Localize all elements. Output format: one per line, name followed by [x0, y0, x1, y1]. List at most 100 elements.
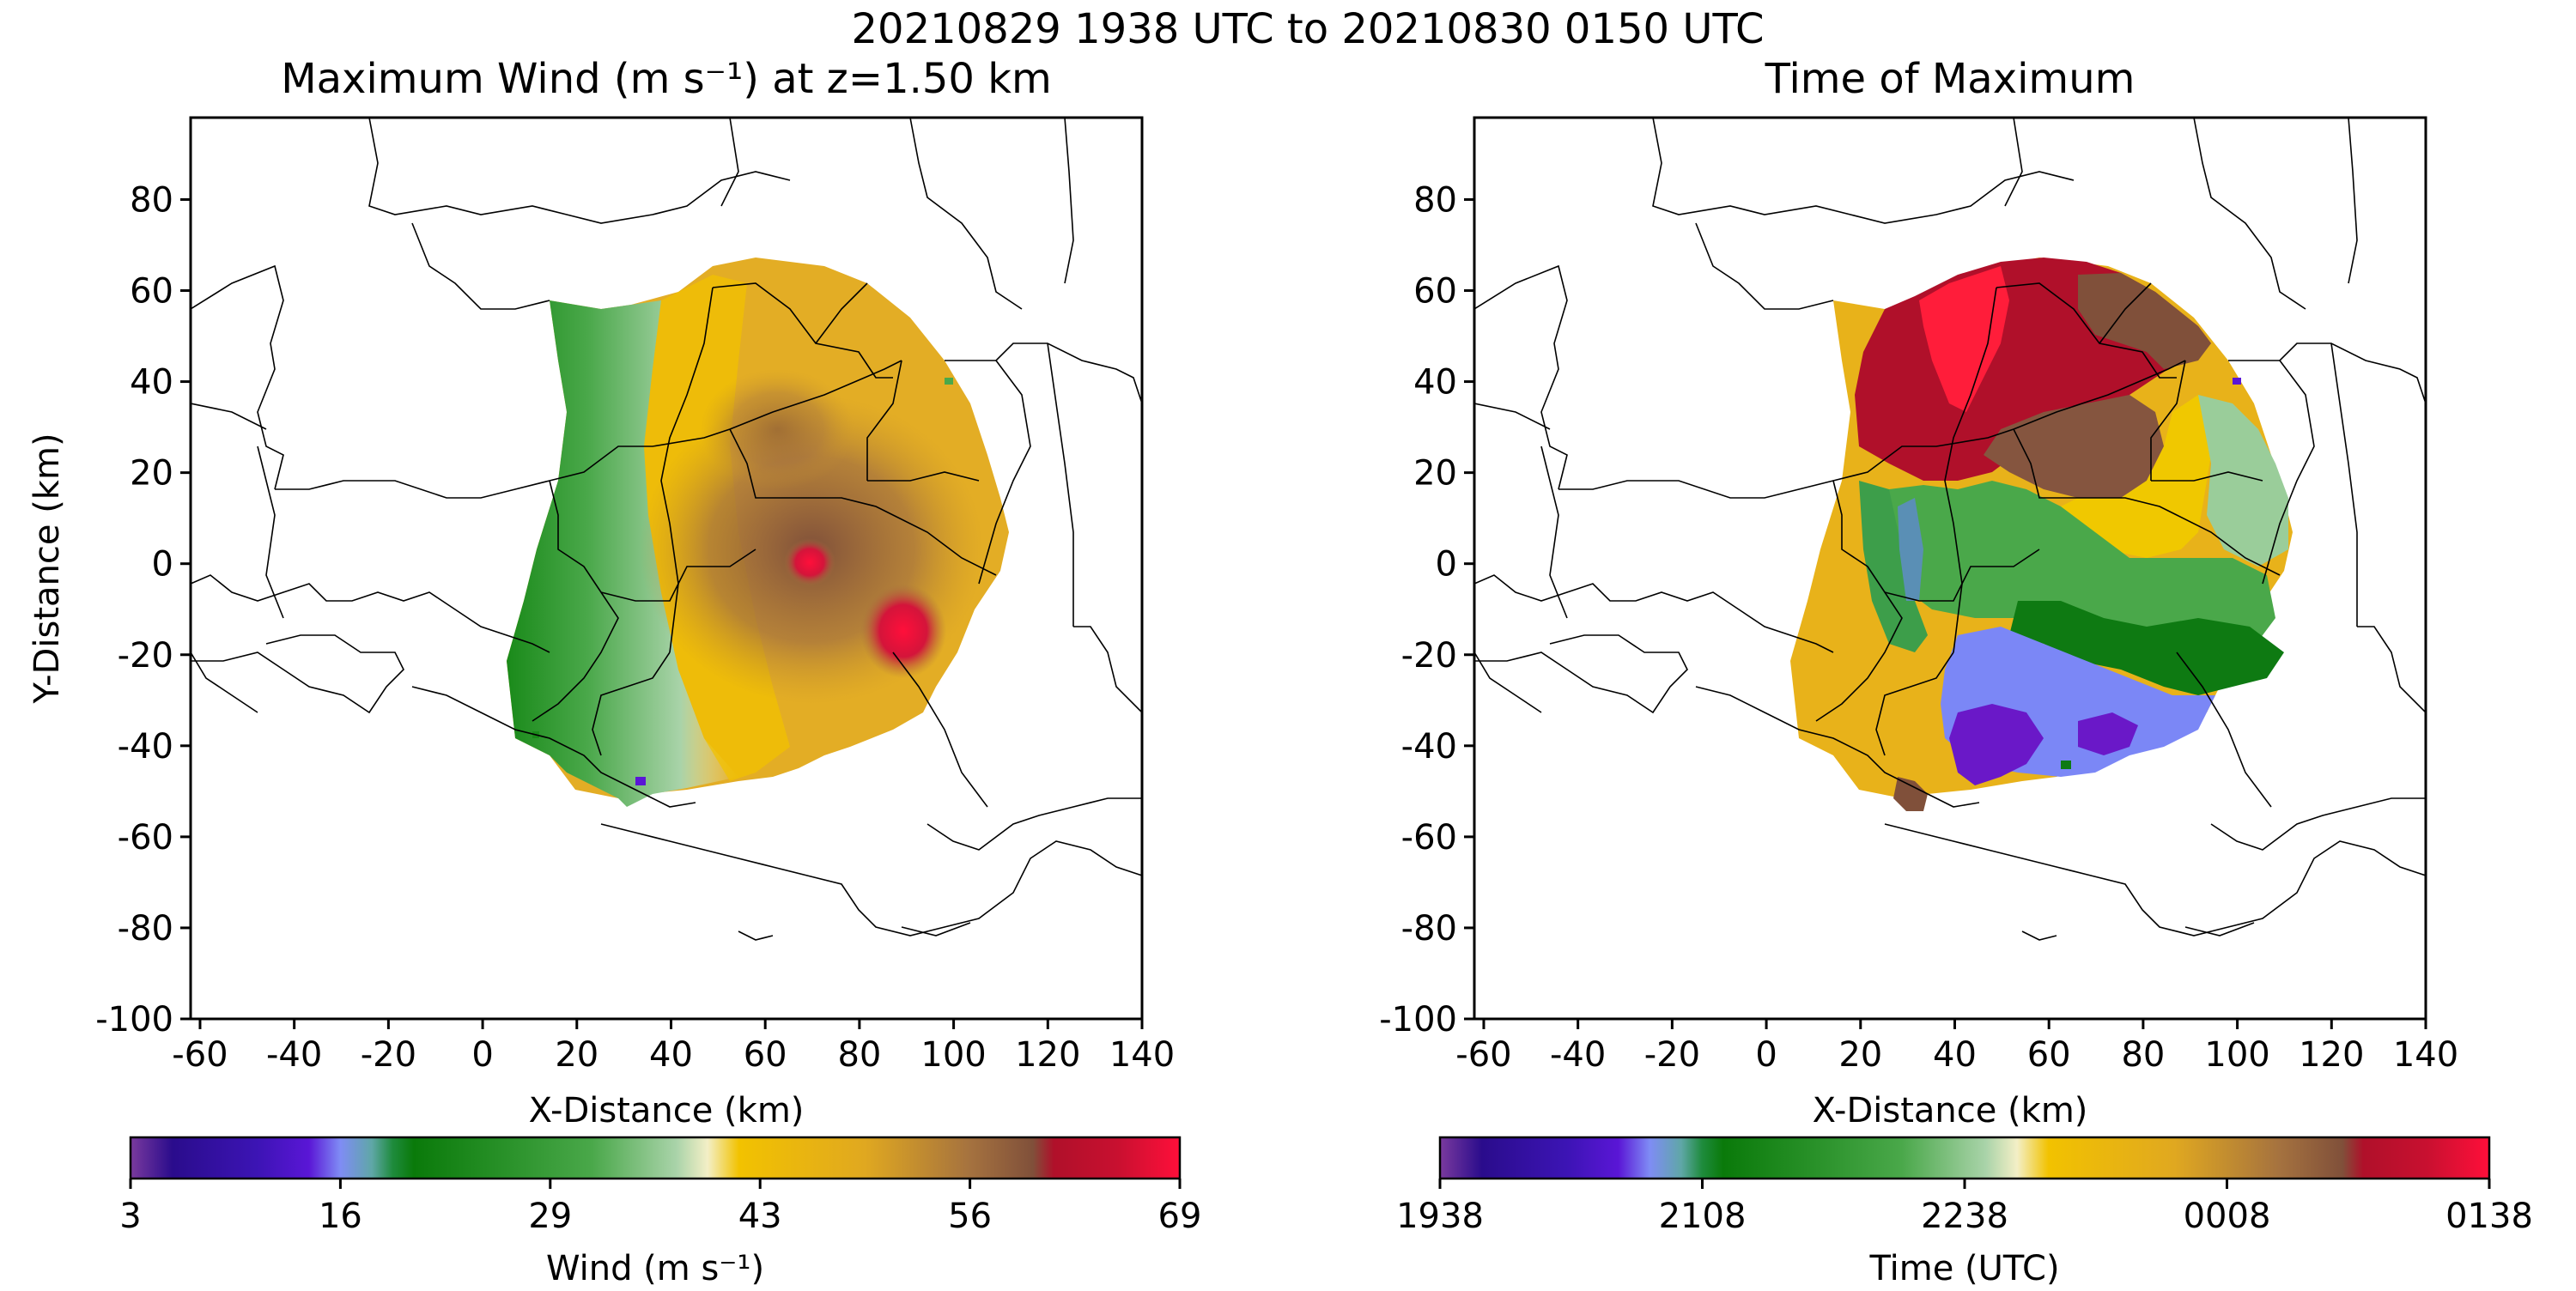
- county-border: [2262, 360, 2315, 585]
- panel1-xlabel: X-Distance (km): [529, 1091, 805, 1130]
- county-border: [1652, 118, 2075, 224]
- county-border: [1474, 264, 1568, 490]
- time-field-north-brown: [2078, 273, 2211, 369]
- coastline: [2021, 930, 2057, 941]
- county-border: [1474, 403, 1551, 430]
- time-field-purple: [2078, 712, 2138, 755]
- y-tick-label: -100: [95, 1000, 173, 1039]
- county-border: [1875, 652, 1954, 756]
- county-border: [368, 118, 791, 224]
- coastline: [1695, 686, 1980, 808]
- county-border: [815, 282, 868, 344]
- x-tick-label: -20: [1644, 1035, 1700, 1075]
- county-border: [2099, 282, 2152, 344]
- county-border: [1064, 118, 1074, 284]
- coastline: [191, 574, 550, 653]
- county-border: [660, 287, 714, 653]
- colorbar-tick-label: 2108: [1659, 1197, 1747, 1236]
- county-border: [867, 471, 980, 482]
- y-tick-label: 40: [130, 363, 173, 403]
- x-tick-label: 80: [2121, 1035, 2165, 1075]
- y-tick-label: -60: [1401, 818, 1457, 858]
- panel1-plot-area: [191, 118, 1142, 1019]
- wind-field-brown-north: [700, 369, 854, 489]
- colorbar-tick-label: 2238: [1921, 1197, 2008, 1236]
- y-tick-label: -80: [118, 909, 173, 949]
- county-border: [275, 428, 731, 499]
- time-field-purple: [1949, 704, 2044, 785]
- colorbar1-ticklabels: 3 16 29 43 56 69: [119, 1197, 1201, 1236]
- county-border: [257, 445, 284, 619]
- y-tick-label: 60: [130, 272, 173, 312]
- coastline: [191, 634, 404, 714]
- x-tick-label: 0: [1755, 1035, 1777, 1075]
- x-tick-label: 120: [2299, 1035, 2364, 1075]
- colorbar-tick-label: 56: [948, 1197, 992, 1236]
- county-border: [2330, 342, 2358, 627]
- y-tick-label: -100: [1379, 1000, 1457, 1039]
- county-border: [866, 360, 902, 481]
- y-tick-label: -20: [1401, 636, 1457, 676]
- county-border: [592, 652, 671, 756]
- county-border: [729, 360, 902, 430]
- county-border: [720, 118, 739, 207]
- time-field-blue-streak: [1898, 498, 1923, 601]
- county-border: [2150, 360, 2186, 481]
- county-border: [1073, 626, 1142, 713]
- x-tick-label: 0: [471, 1035, 493, 1075]
- county-border: [2151, 471, 2263, 482]
- x-tick-label: -60: [172, 1035, 228, 1075]
- wind-field-speck: [635, 777, 646, 785]
- panel1-title: Maximum Wind (m s⁻¹) at z=1.50 km: [281, 55, 1052, 103]
- x-tick-label: 20: [555, 1035, 598, 1075]
- county-border: [909, 118, 1023, 310]
- county-border: [1047, 342, 1074, 627]
- x-tick-label: 60: [744, 1035, 787, 1075]
- colorbar-tick-label: 3: [119, 1197, 141, 1236]
- coastline: [411, 686, 696, 808]
- time-field-dark-green: [2009, 601, 2284, 695]
- y-tick-label: -80: [1401, 909, 1457, 949]
- county-border: [191, 264, 284, 490]
- county-border: [411, 222, 550, 310]
- coastline: [600, 823, 1142, 936]
- panel1-ticks: [180, 197, 1144, 1029]
- coastline: [1474, 574, 1834, 653]
- county-border: [2176, 652, 2272, 808]
- x-tick-label: 20: [1838, 1035, 1882, 1075]
- x-tick-label: 140: [2393, 1035, 2458, 1075]
- y-tick-label: -20: [118, 636, 173, 676]
- y-tick-label: 20: [1413, 454, 1457, 494]
- wind-field-west-green: [507, 300, 738, 807]
- panel-time-of-maximum: Time of Maximum: [1379, 55, 2533, 1288]
- x-tick-label: -20: [361, 1035, 416, 1075]
- coastline: [901, 922, 971, 936]
- county-border: [1815, 480, 1903, 722]
- coastline: [1474, 634, 1688, 714]
- county-border: [945, 342, 1142, 404]
- y-tick-label: 0: [1436, 545, 1457, 585]
- panel1-wind-field: [507, 258, 1009, 807]
- colorbar-tick-label: 0008: [2184, 1197, 2271, 1236]
- time-field-speck: [2061, 761, 2071, 769]
- panel2-xlabel: X-Distance (km): [1813, 1091, 2088, 1130]
- panel2-frame: [1473, 116, 2427, 1021]
- coastline: [1474, 652, 1542, 713]
- coastline: [1884, 823, 2426, 936]
- panel1-xticklabels: -60 -40 -20 0 20 40 60 80 100 120 140: [172, 1035, 1175, 1075]
- county-border: [1558, 428, 2014, 499]
- x-tick-label: -60: [1455, 1035, 1511, 1075]
- time-field-center-brown: [1984, 395, 2164, 498]
- colorbar1-label: Wind (m s⁻¹): [546, 1249, 764, 1288]
- county-border: [978, 360, 1031, 585]
- coastline: [2210, 797, 2426, 851]
- colorbar2-ticklabels: 1938 2108 2238 0008 0138: [1396, 1197, 2533, 1236]
- panel1-yticklabels: 80 60 40 20 0 -20 -40 -60 -80 -100: [95, 180, 173, 1039]
- county-border: [1884, 549, 2040, 602]
- county-border: [2228, 342, 2426, 404]
- y-tick-label: 80: [1413, 180, 1457, 220]
- county-border: [191, 403, 267, 430]
- x-tick-label: -40: [266, 1035, 322, 1075]
- panel2-xticklabels: -60 -40 -20 0 20 40 60 80 100 120 140: [1455, 1035, 2458, 1075]
- colorbar-tick-label: 29: [528, 1197, 572, 1236]
